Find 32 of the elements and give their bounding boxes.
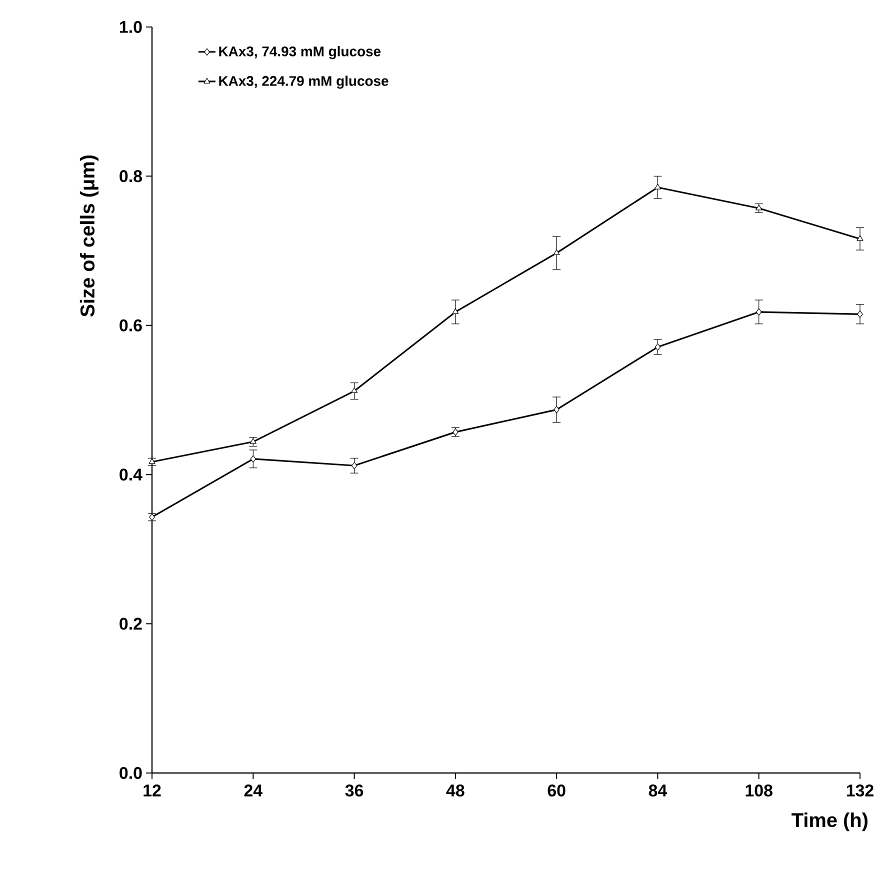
x-tick-label: 60 <box>548 784 566 796</box>
point <box>856 235 864 241</box>
y-tick-label: 0.0 <box>120 766 142 779</box>
x-tick-label: 12 <box>144 784 161 796</box>
point <box>756 308 762 316</box>
x-axis-title: Time (h) <box>792 812 868 832</box>
point <box>553 249 560 256</box>
y-tick-label: 0.6 <box>120 319 142 332</box>
x-tick-label: 36 <box>345 784 364 797</box>
legend-label: KAx3, 224.79 mM glucose <box>219 76 388 89</box>
x-tick-label: 108 <box>746 784 772 796</box>
y-tick-label: 0.4 <box>120 468 142 481</box>
point <box>149 513 155 521</box>
point <box>452 308 459 314</box>
x-tick-label: 132 <box>846 784 874 797</box>
legend-label: KAx3, 74.93 mM glucose <box>219 46 381 60</box>
point <box>654 343 661 351</box>
x-tick-label: 24 <box>244 784 262 796</box>
x-tick-label: 48 <box>446 784 464 796</box>
point <box>756 204 762 210</box>
point <box>351 387 358 394</box>
point <box>654 184 661 190</box>
point <box>351 462 358 470</box>
x-tick-label: 84 <box>648 784 668 796</box>
y-axis-title: Size of cells (μm) <box>80 155 98 317</box>
y-tick-label: 1.0 <box>120 20 142 33</box>
y-tick-label: 0.2 <box>120 618 142 630</box>
point <box>250 438 256 444</box>
point <box>250 455 256 463</box>
point <box>857 310 863 318</box>
point <box>554 406 560 414</box>
y-tick-label: 0.8 <box>120 170 142 182</box>
